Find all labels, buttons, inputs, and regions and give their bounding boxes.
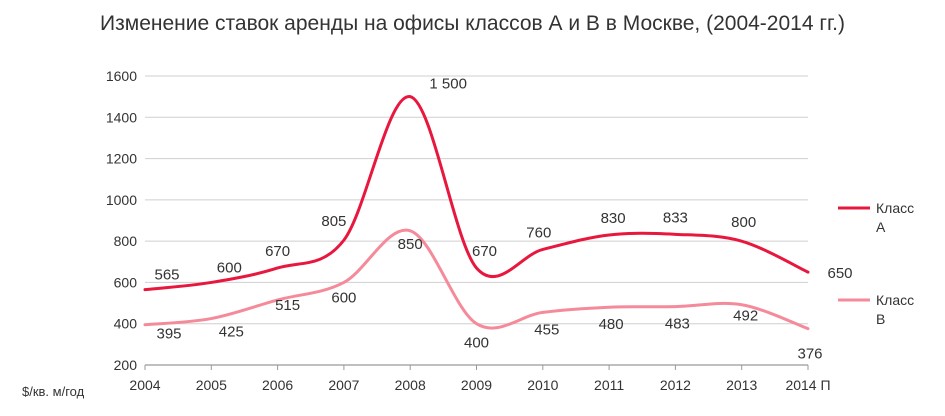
y-tick-labels: 200 400 600 800 1000 1200 1400 1600 bbox=[106, 68, 137, 373]
x-tick-label: 2004 bbox=[129, 377, 160, 393]
y-tick-label: 600 bbox=[114, 274, 138, 290]
data-label: 400 bbox=[464, 335, 489, 352]
data-label: 600 bbox=[331, 289, 356, 306]
data-label: 483 bbox=[665, 316, 690, 333]
data-label: 800 bbox=[731, 214, 756, 231]
x-tick-label: 2011 bbox=[594, 377, 624, 393]
series-line-1 bbox=[143, 95, 810, 292]
data-label: 650 bbox=[827, 265, 852, 282]
data-label: 760 bbox=[526, 224, 551, 241]
data-label: 805 bbox=[321, 213, 346, 230]
y-axis-label: $/кв. м/год bbox=[22, 384, 85, 399]
x-tick-labels: 2004 2005 2006 2007 2008 2009 2010 2011 2012 2013… bbox=[129, 365, 831, 393]
y-tick-label: 800 bbox=[114, 233, 138, 249]
data-label: 600 bbox=[217, 259, 242, 276]
data-label: 670 bbox=[472, 243, 497, 260]
data-label: 1 500 bbox=[429, 76, 467, 93]
x-tick-label: 2014 П bbox=[785, 377, 830, 393]
data-label: 850 bbox=[398, 236, 423, 253]
x-tick-label: 2013 bbox=[726, 377, 757, 393]
data-label: 670 bbox=[265, 243, 290, 260]
x-tick-label: 2006 bbox=[262, 377, 293, 393]
x-tick-label: 2010 bbox=[527, 377, 558, 393]
x-tick-label: 2005 bbox=[196, 377, 227, 393]
legend: Класс А Класс В bbox=[838, 200, 914, 327]
data-label: 565 bbox=[154, 267, 179, 284]
data-labels: 565 600 670 805 1 500 670 760 830 833 800 650 395 42… bbox=[154, 76, 852, 363]
data-label: 830 bbox=[601, 210, 626, 227]
y-tick-label: 1400 bbox=[106, 109, 137, 125]
legend-label: Класс В bbox=[876, 292, 914, 327]
chart-title: Изменение ставок аренды на офисы классов… bbox=[100, 12, 845, 35]
y-tick-label: 400 bbox=[114, 316, 138, 332]
grid-lines bbox=[145, 75, 808, 366]
series-line-2 bbox=[143, 228, 810, 331]
x-tick-label: 2008 bbox=[395, 377, 426, 393]
data-label: 515 bbox=[275, 297, 300, 314]
data-label: 376 bbox=[797, 346, 822, 363]
data-label: 833 bbox=[663, 209, 688, 226]
legend-label: Класс А bbox=[876, 200, 914, 235]
x-tick-label: 2009 bbox=[461, 377, 492, 393]
data-label: 425 bbox=[219, 324, 244, 341]
y-tick-label: 200 bbox=[114, 357, 138, 373]
y-tick-label: 1600 bbox=[106, 68, 137, 84]
data-label: 395 bbox=[156, 326, 181, 343]
x-tick-label: 2012 bbox=[660, 377, 691, 393]
y-tick-label: 1000 bbox=[106, 192, 137, 208]
data-label: 455 bbox=[534, 321, 559, 338]
data-label: 492 bbox=[733, 308, 758, 325]
series-lines bbox=[143, 95, 810, 331]
data-label: 480 bbox=[599, 316, 624, 333]
y-tick-label: 1200 bbox=[106, 151, 137, 167]
x-tick-label: 2007 bbox=[328, 377, 359, 393]
